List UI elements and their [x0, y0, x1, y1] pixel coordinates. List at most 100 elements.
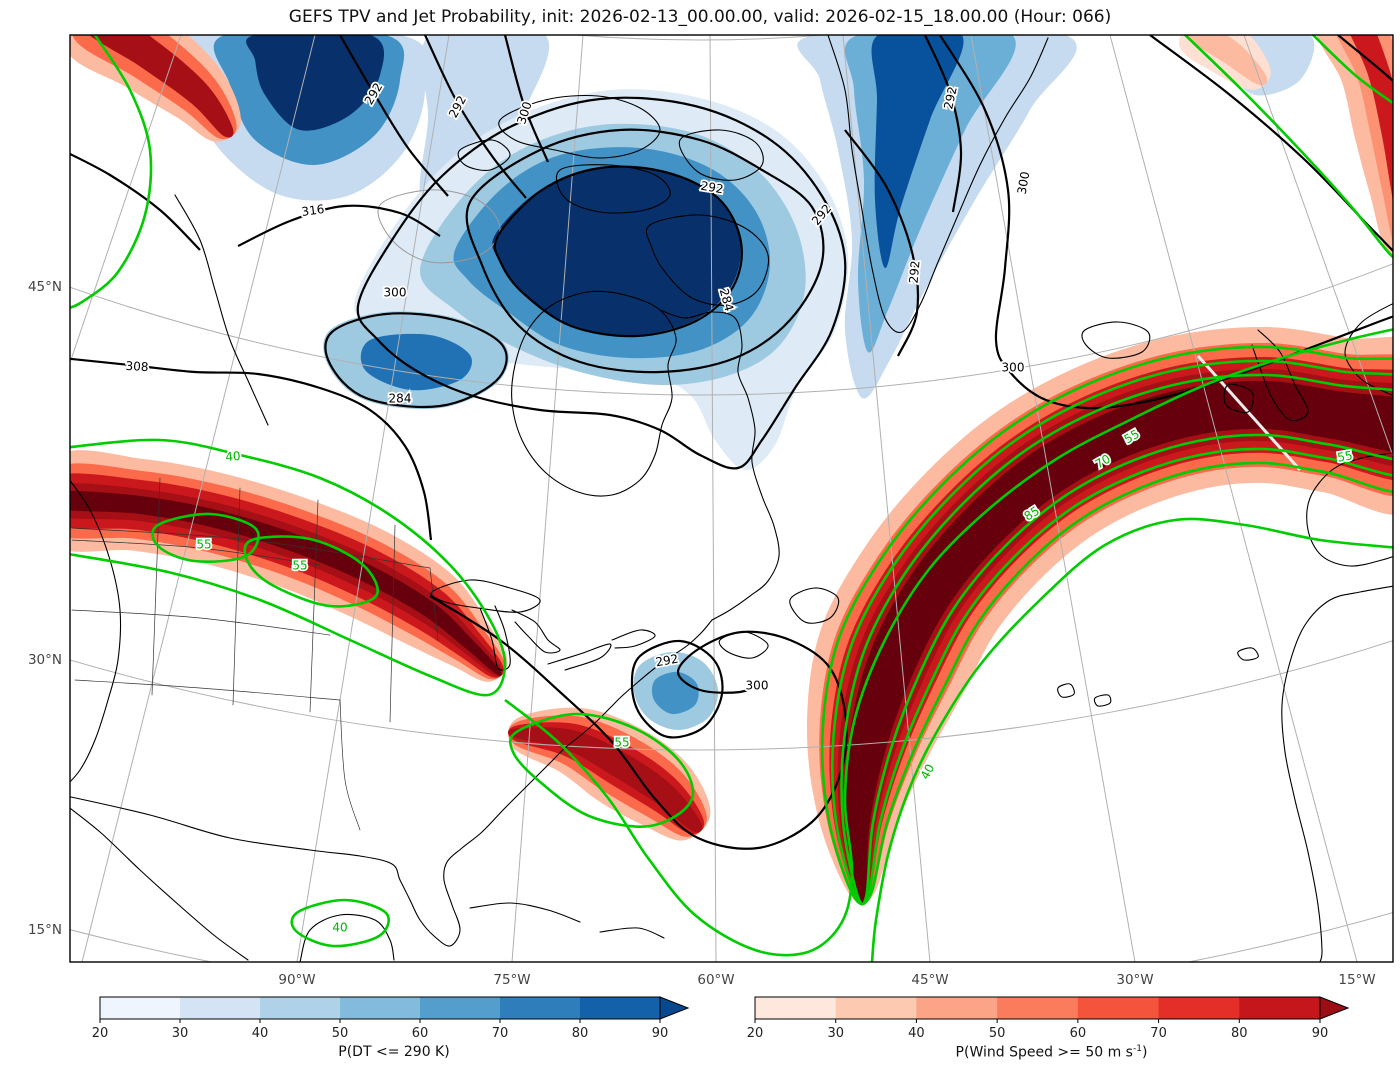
- colorbar-tick-label: 80: [572, 1026, 589, 1041]
- colorbar-tick-label: 50: [989, 1026, 1006, 1041]
- coastline: [599, 927, 665, 939]
- coastline: [232, 487, 241, 706]
- tpv-probability-fill: [871, 35, 964, 269]
- tpv-probability-fill: [246, 35, 385, 131]
- contour-label: 40: [225, 449, 241, 464]
- contour-label: 300: [384, 286, 407, 300]
- colorbar-segment: [1239, 997, 1321, 1019]
- colorbar-segment: [916, 997, 998, 1019]
- colorbar-segment: [1158, 997, 1240, 1019]
- theta-contour: [844, 129, 920, 357]
- contour-label: 284: [389, 392, 412, 406]
- lat-tick-label: 45°N: [28, 279, 62, 295]
- tpv-probability-fill: [492, 166, 741, 336]
- lon-tick-label: 60°W: [697, 972, 734, 988]
- graticule-meridian: [70, 35, 182, 365]
- colorbar-segment: [180, 997, 261, 1019]
- coastline: [611, 629, 656, 649]
- theta-contour: [503, 35, 550, 163]
- coastline: [174, 194, 269, 426]
- coastline: [151, 477, 161, 696]
- colorbar-segment: [997, 997, 1079, 1019]
- colorbar-jet-label-text-1: P(Wind Speed >= 50 m s: [955, 1044, 1133, 1061]
- colorbar-tick-label: 60: [412, 1026, 429, 1041]
- theta-contour: [630, 639, 724, 739]
- graticule-meridian: [709, 35, 717, 962]
- contour-label: 300: [746, 679, 769, 693]
- theta-contour: [1337, 35, 1393, 83]
- colorbar-segment: [500, 997, 581, 1019]
- colorbar-segment: [1077, 997, 1160, 1019]
- theta-contour: [424, 35, 527, 199]
- colorbar-tick-label: 40: [252, 1026, 269, 1041]
- colorbar-outline: [99, 996, 661, 1020]
- coastline: [511, 609, 561, 654]
- coastline: [71, 539, 321, 566]
- wind-prob-contour: [820, 345, 1393, 906]
- colorbar-tick-label: 60: [1070, 1026, 1087, 1041]
- colorbar-segment: [755, 997, 837, 1019]
- wind-prob-contour: [831, 359, 1393, 906]
- jet-probability-fill: [70, 490, 502, 676]
- coastline: [1237, 647, 1259, 661]
- colorbar-tick-label: 30: [172, 1026, 189, 1041]
- colorbar-segment: [100, 997, 181, 1019]
- coastline: [71, 609, 331, 636]
- colorbar-jet-label-sup: -1: [1132, 1044, 1142, 1054]
- colorbar-segment: [835, 997, 917, 1019]
- theta-contour: [465, 128, 825, 374]
- coastline: [430, 579, 541, 613]
- theta-contour: [493, 165, 743, 338]
- colorbar-extend-arrow: [659, 996, 690, 1020]
- contour-label: 55: [614, 736, 629, 750]
- coastline: [70, 807, 249, 961]
- lon-tick-label: 30°W: [1116, 972, 1153, 988]
- theta-contour: [70, 152, 201, 251]
- contour-label: 55: [292, 559, 307, 573]
- coastline: [547, 643, 612, 671]
- coastline: [70, 479, 122, 783]
- contour-label: 292: [941, 85, 959, 110]
- coastline: [299, 913, 395, 962]
- lon-tick-label: 15°W: [1338, 972, 1375, 988]
- plot-frame: [69, 34, 1394, 963]
- lon-tick-label: 45°W: [911, 972, 948, 988]
- coastline: [70, 619, 713, 947]
- lat-tick-label: 15°N: [28, 922, 62, 938]
- wind-prob-contour: [870, 517, 1393, 962]
- wind-prob-contour: [840, 373, 1393, 906]
- jet-probability-fill: [845, 380, 1393, 905]
- jet-probability-fill: [1350, 35, 1393, 202]
- coastline: [1081, 321, 1151, 359]
- coastline: [339, 699, 361, 831]
- contour-label: 292: [700, 179, 725, 197]
- graticule-meridian: [970, 35, 1136, 962]
- theta-contour: [923, 35, 963, 213]
- graticule-parallel: [573, 35, 827, 41]
- coastline: [1057, 683, 1075, 698]
- theta-contour: [70, 357, 433, 541]
- wind-prob-contour: [508, 712, 695, 828]
- theta-contour: [339, 35, 449, 197]
- graticule-meridian: [1109, 35, 1358, 962]
- lon-tick-label: 75°W: [493, 972, 530, 988]
- colorbar-tick-label: 90: [1312, 1026, 1329, 1041]
- coastline: [1093, 694, 1112, 707]
- coastline: [789, 587, 840, 624]
- wind-prob-contour: [1183, 35, 1393, 259]
- coastline: [659, 309, 780, 621]
- graticule-meridian: [1243, 35, 1393, 458]
- colorbar-jet-label: P(Wind Speed >= 50 m s-1): [755, 1044, 1348, 1061]
- coastline: [74, 679, 341, 701]
- coastline: [645, 214, 770, 306]
- coastline: [827, 35, 1049, 334]
- graticule-meridian: [842, 35, 931, 962]
- contour-label: 308: [125, 359, 149, 374]
- colorbar-segment: [260, 997, 341, 1019]
- coastline: [1251, 329, 1309, 422]
- coastline: [309, 499, 319, 713]
- theta-contour: [324, 312, 508, 409]
- contour-label: 40: [332, 921, 347, 935]
